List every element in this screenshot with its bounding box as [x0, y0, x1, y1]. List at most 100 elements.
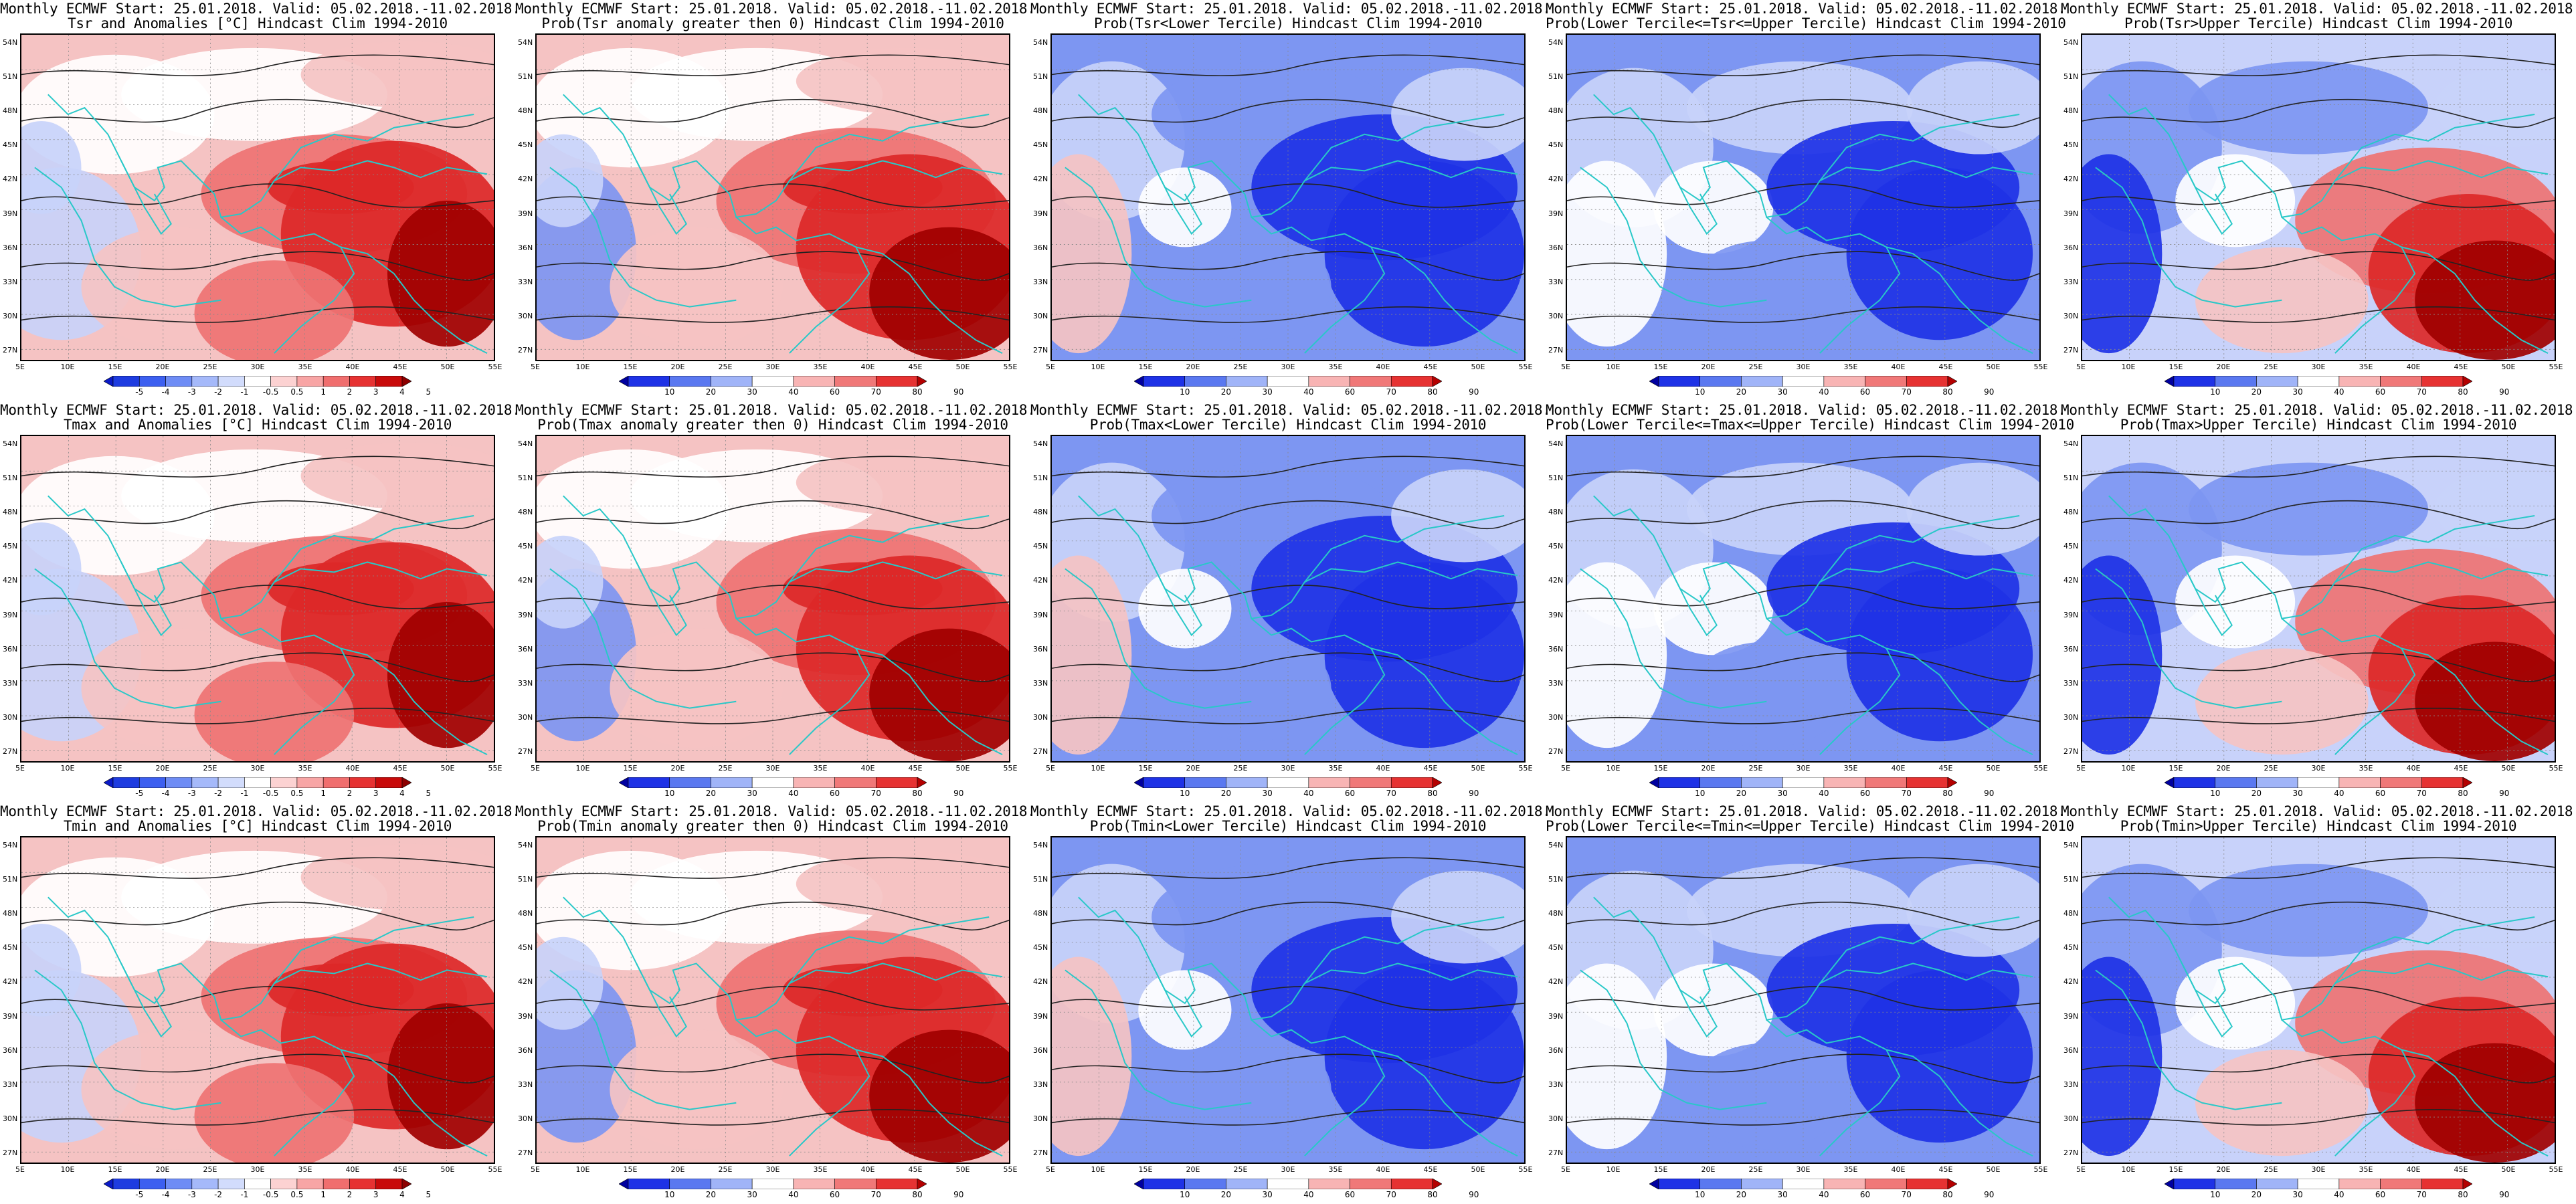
- coastline: [48, 495, 488, 619]
- longitude-label: 30E: [250, 1165, 265, 1174]
- isotherm-contour: [537, 306, 1009, 323]
- isotherm-contour: [2082, 986, 2555, 1011]
- latitude-label: 42N: [2063, 175, 2079, 184]
- longitude-label: 25E: [203, 764, 217, 773]
- isotherm-contour: [1567, 901, 2039, 931]
- shaded-region: [300, 442, 494, 510]
- latitude-label: 51N: [518, 875, 533, 884]
- colorbar-tick-label: 40: [1819, 387, 1829, 397]
- coastline: [34, 167, 221, 308]
- colorbar-svg: [619, 376, 927, 387]
- shaded-region: [387, 200, 494, 347]
- longitude-label: 10E: [60, 1165, 75, 1174]
- colorbar-arrow-low: [1134, 376, 1144, 387]
- colorbar-tick-label: 60: [829, 789, 840, 798]
- isotherm-contour: [537, 500, 1009, 530]
- colorbar-segment: [2173, 376, 2216, 387]
- colorbar-tick-label: 40: [2334, 789, 2344, 798]
- colorbar-tick-label: 40: [2334, 387, 2344, 397]
- latitude-label: 27N: [1548, 346, 1564, 355]
- longitude-label: 10E: [2121, 363, 2136, 371]
- shaded-region: [1906, 864, 2039, 957]
- colorbar-segment: [711, 777, 753, 788]
- colorbar-tick-label: 60: [1859, 789, 1871, 798]
- latitude-label: 39N: [1548, 610, 1564, 619]
- coastline: [120, 161, 172, 235]
- colorbar-tick-label: 80: [912, 387, 923, 397]
- coastline: [341, 647, 488, 755]
- colorbar-segment: [1865, 1179, 1907, 1189]
- colorbar-tick-label: 40: [788, 789, 799, 798]
- shaded-region: [1052, 957, 1132, 1157]
- coastline: [1580, 167, 1767, 308]
- colorbar-tick-label: 60: [2375, 1190, 2386, 1199]
- latitude-label: 54N: [1033, 38, 1048, 47]
- isotherm-contour: [537, 857, 1009, 879]
- colorbar-tick-label: -0.5: [262, 789, 279, 798]
- coastline: [1593, 896, 2033, 1021]
- coastline: [735, 1019, 870, 1157]
- colorbar-tick-label: 2: [347, 387, 353, 397]
- coastline: [341, 1049, 488, 1157]
- colorbar-segment: [2380, 376, 2422, 387]
- coastline: [2334, 114, 2535, 181]
- latitude-label: 42N: [1033, 175, 1048, 184]
- isotherm-contour: [1052, 500, 1524, 530]
- longitude-label: 45E: [1423, 764, 1438, 773]
- coastline: [1819, 916, 2020, 984]
- colorbar-tick-label: 90: [1984, 387, 1995, 397]
- colorbar-arrow-low: [619, 1179, 629, 1189]
- shaded-region: [2189, 462, 2429, 556]
- longitude-label: 25E: [1748, 1165, 1763, 1174]
- colorbar-tick-label: 90: [1469, 789, 1479, 798]
- colorbar-segment: [323, 376, 350, 387]
- colorbar-segment: [1267, 777, 1309, 788]
- colorbar-tick-label: 2: [347, 789, 353, 798]
- colorbar-tick-label: 80: [1942, 387, 1953, 397]
- coastline: [274, 916, 474, 984]
- coastline: [341, 246, 488, 354]
- latitude-label: 48N: [518, 106, 533, 116]
- latitude-label: 51N: [1033, 474, 1048, 483]
- longitude-label: 35E: [1843, 363, 1858, 371]
- longitude-label: 10E: [1606, 764, 1621, 773]
- longitude-label: 35E: [2359, 363, 2373, 371]
- longitude-label: 10E: [575, 1165, 590, 1174]
- isotherm-contour: [21, 500, 494, 530]
- latitude-label: 36N: [2063, 243, 2079, 252]
- longitude-label: 40E: [1891, 1165, 1906, 1174]
- colorbar: [1649, 1179, 1957, 1189]
- longitude-label: 20E: [155, 764, 170, 773]
- colorbar-tick-label: 20: [2251, 1190, 2262, 1199]
- coastline: [34, 969, 221, 1110]
- colorbar-tick-label: -4: [161, 387, 170, 397]
- colorbar-segment: [296, 376, 324, 387]
- longitude-label: 50E: [1471, 1165, 1485, 1174]
- colorbar-tick-label: 70: [1901, 387, 1912, 397]
- colorbar-tick-label: -2: [214, 789, 223, 798]
- colorbar-segment: [375, 376, 403, 387]
- colorbar-segment: [669, 1179, 711, 1189]
- latitude-label: 42N: [2063, 977, 2079, 987]
- colorbar-arrow-low: [104, 777, 114, 788]
- colorbar-segment: [139, 376, 166, 387]
- coastline: [1251, 1019, 1386, 1157]
- colorbar: [1134, 777, 1442, 788]
- colorbar: [2165, 1179, 2472, 1189]
- panel-header: Monthly ECMWF Start: 25.01.2018. Valid: …: [1030, 803, 1551, 819]
- shaded-region: [1138, 167, 1232, 247]
- map-svg: [1052, 837, 1524, 1163]
- coastline: [1886, 246, 2033, 354]
- latitude-label: 54N: [1548, 38, 1564, 47]
- isotherm-contour: [1052, 251, 1524, 281]
- colorbar-tick-label: -5: [135, 387, 144, 397]
- shaded-region: [796, 449, 1009, 516]
- map-svg: [2082, 35, 2555, 360]
- longitude-label: 5E: [531, 1165, 540, 1174]
- colorbar-arrow-low: [2165, 376, 2175, 387]
- longitude-label: 25E: [2264, 1165, 2278, 1174]
- latitude-label: 30N: [1548, 712, 1564, 722]
- isotherm-contour: [21, 456, 494, 478]
- panel-title: Tmax and Anomalies [°C] Hindcast Clim 19…: [63, 417, 452, 433]
- colorbar-tick-label: 4: [399, 387, 405, 397]
